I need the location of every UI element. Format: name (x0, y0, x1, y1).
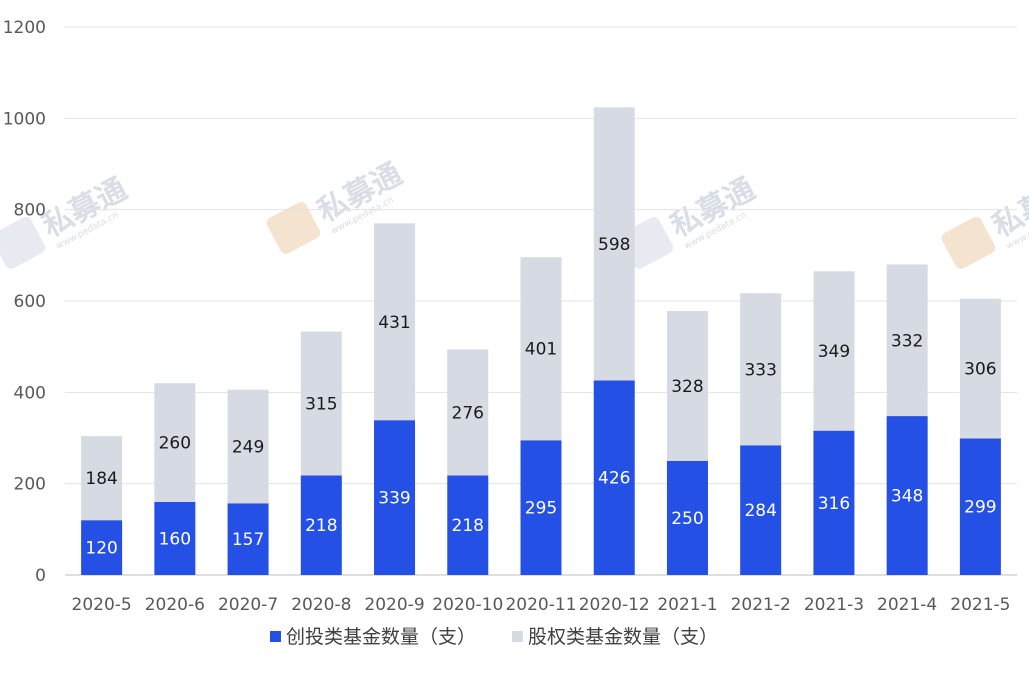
x-tick-label: 2021-3 (804, 595, 864, 615)
bar-venture (227, 503, 269, 575)
y-tick-label: 1200 (3, 18, 46, 38)
bar-venture (81, 520, 123, 575)
legend-label-equity: 股权类基金数量（支） (528, 626, 718, 648)
bar-equity (520, 257, 562, 441)
watermark-logo-icon (266, 202, 321, 254)
data-label: 333 (744, 360, 776, 380)
bar-venture (593, 380, 635, 575)
data-label: 284 (744, 501, 776, 521)
data-label: 348 (891, 487, 923, 507)
data-label: 120 (85, 539, 117, 559)
legend: 创投类基金数量（支） 股权类基金数量（支） (270, 626, 718, 648)
bar-venture (813, 430, 855, 575)
x-tick-label: 2020-6 (145, 595, 205, 615)
watermark-logo-icon (941, 217, 996, 269)
y-tick-label: 800 (14, 201, 46, 221)
data-label: 218 (452, 516, 484, 536)
data-label: 184 (85, 469, 117, 489)
data-label: 218 (305, 516, 337, 536)
x-tick-label: 2021-1 (657, 595, 717, 615)
data-label: 328 (671, 377, 703, 397)
data-label: 157 (232, 530, 264, 550)
bar-venture (520, 440, 562, 575)
y-axis: 0 200 400 600 800 1000 1200 (3, 18, 46, 586)
x-tick-label: 2020-7 (218, 595, 278, 615)
legend-swatch-equity (512, 631, 523, 642)
data-label: 339 (378, 489, 410, 509)
data-label: 295 (525, 499, 557, 519)
bar-venture (300, 475, 342, 575)
bar-equity (886, 264, 928, 417)
x-tick-label: 2020-11 (505, 595, 576, 615)
legend-swatch-venture (270, 631, 281, 642)
bar-equity (813, 271, 855, 431)
bar-equity (300, 331, 342, 476)
y-tick-label: 0 (35, 566, 46, 586)
x-tick-label: 2020-10 (432, 595, 503, 615)
bar-venture (666, 460, 708, 575)
x-tick-label: 2021-4 (877, 595, 937, 615)
bar-equity (740, 293, 782, 446)
data-label: 598 (598, 235, 630, 255)
data-label: 332 (891, 331, 923, 351)
data-label: 316 (818, 494, 850, 514)
bar-equity (959, 298, 1001, 439)
x-tick-label: 2020-8 (291, 595, 351, 615)
watermark-logo-icon (0, 217, 46, 269)
bars: 120 184 160 260 157 249 218 315 339 431 218 276 295 4… (81, 107, 1001, 575)
x-axis: 2020-5 2020-6 2020-7 2020-8 2020-9 2020-10 202… (72, 595, 1011, 615)
y-tick-label: 200 (14, 475, 46, 495)
y-tick-label: 1000 (3, 109, 46, 129)
data-label: 299 (964, 498, 996, 518)
bar-equity (593, 107, 635, 381)
y-tick-label: 400 (14, 383, 46, 403)
x-tick-label: 2020-12 (579, 595, 650, 615)
legend-label-venture: 创投类基金数量（支） (286, 626, 476, 648)
x-tick-label: 2021-2 (731, 595, 791, 615)
bar-equity (447, 349, 489, 476)
bar-venture (959, 438, 1001, 575)
x-tick-label: 2020-9 (364, 595, 424, 615)
bar-equity (666, 311, 708, 461)
bar-venture (154, 501, 196, 575)
data-label: 349 (818, 342, 850, 362)
data-label: 276 (452, 403, 484, 423)
data-label: 426 (598, 469, 630, 489)
bar-venture (740, 445, 782, 575)
data-label: 401 (525, 340, 557, 360)
data-label: 431 (378, 313, 410, 333)
y-tick-label: 600 (14, 292, 46, 312)
bar-venture (886, 416, 928, 575)
data-label: 250 (671, 509, 703, 529)
bar-venture (447, 475, 489, 575)
bar-venture (374, 420, 416, 575)
data-label: 315 (305, 395, 337, 415)
data-label: 249 (232, 437, 264, 457)
bar-equity (154, 383, 196, 502)
bar-equity (374, 223, 416, 421)
data-label: 160 (159, 529, 191, 549)
x-tick-label: 2020-5 (72, 595, 132, 615)
data-label: 260 (159, 434, 191, 454)
bar-equity (227, 389, 269, 504)
data-label: 306 (964, 360, 996, 380)
x-tick-label: 2021-5 (950, 595, 1010, 615)
bar-equity (81, 436, 123, 521)
